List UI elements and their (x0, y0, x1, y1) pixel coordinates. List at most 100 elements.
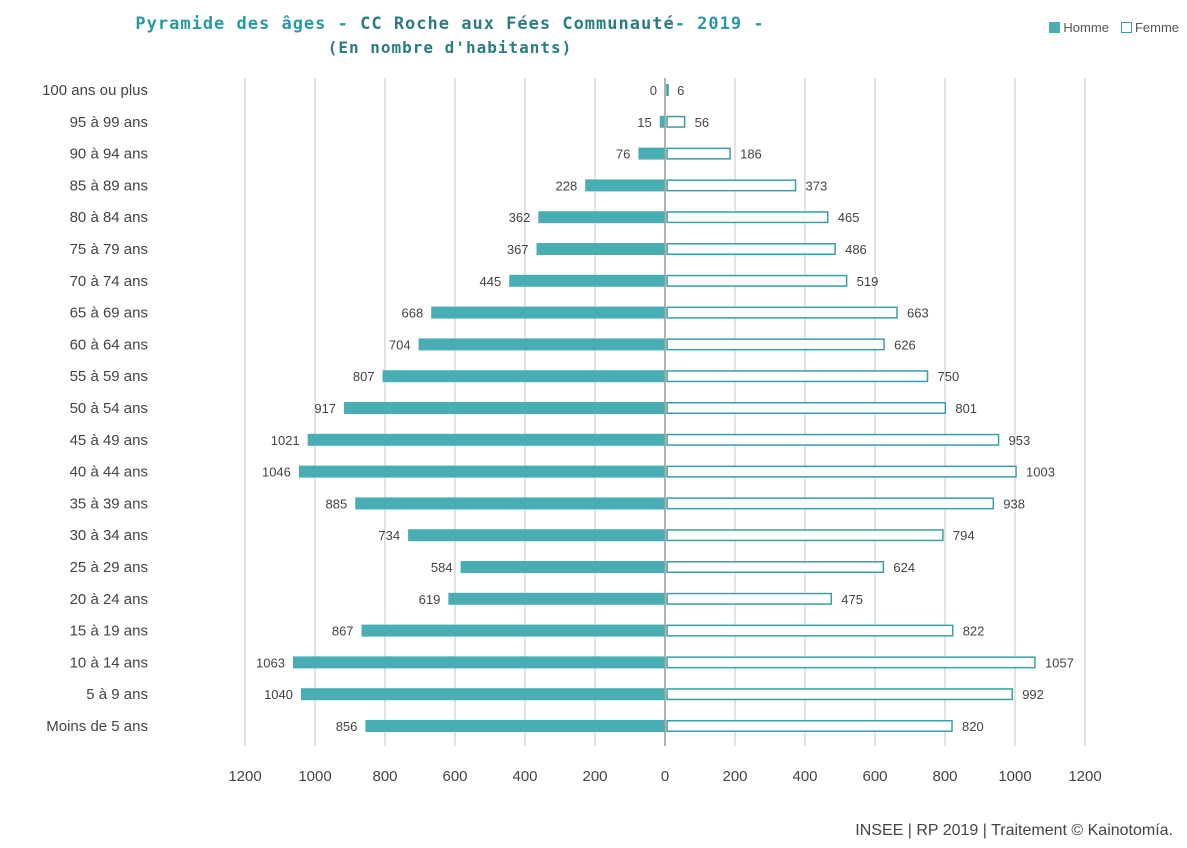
category-label: 85 à 89 ans (70, 177, 148, 194)
x-tick-label: 400 (512, 768, 537, 785)
data-label-femme: 1057 (1045, 655, 1074, 670)
bar-femme (666, 274, 848, 287)
bar-homme (382, 370, 665, 383)
bar-femme (666, 84, 669, 96)
data-label-homme: 704 (389, 337, 411, 352)
bar-homme (538, 211, 665, 224)
chart-title-block: Pyramide des âges - CC Roche aux Fées Co… (10, 14, 890, 57)
bar-femme (666, 433, 1000, 446)
legend-item-femme: Femme (1120, 20, 1179, 35)
chart-legend: Homme Femme (1049, 20, 1179, 35)
data-label-homme: 15 (637, 115, 651, 130)
category-label: 25 à 29 ans (70, 559, 148, 576)
bar-femme (666, 465, 1017, 478)
bar-homme (301, 688, 665, 701)
category-label: Moins de 5 ans (46, 718, 148, 735)
legend-label-femme: Femme (1134, 20, 1179, 35)
source-note: INSEE | RP 2019 | Traitement © Kainotomí… (855, 822, 1173, 839)
category-label: 75 à 79 ans (70, 241, 148, 258)
bar-homme (361, 624, 665, 637)
bar-femme (666, 656, 1036, 669)
data-label-homme: 856 (336, 719, 358, 734)
x-tick-label: 1200 (1068, 768, 1101, 785)
data-label-homme: 867 (332, 624, 354, 639)
data-label-homme: 0 (650, 83, 657, 98)
category-label: 90 à 94 ans (70, 146, 148, 163)
category-label: 95 à 99 ans (70, 114, 148, 131)
data-label-femme: 1003 (1026, 465, 1055, 480)
data-label-homme: 1040 (264, 687, 293, 702)
data-label-homme: 228 (555, 178, 577, 193)
x-tick-label: 1200 (228, 768, 261, 785)
category-label: 20 à 24 ans (70, 591, 148, 608)
bar-femme (666, 179, 797, 192)
x-tick-label: 200 (582, 768, 607, 785)
data-label-femme: 822 (963, 624, 985, 639)
bar-homme (585, 179, 665, 192)
legend-swatch-femme (1120, 22, 1132, 33)
x-tick-label: 1000 (298, 768, 331, 785)
bar-homme (418, 338, 665, 351)
bar-femme (666, 402, 947, 414)
bar-femme (666, 720, 953, 732)
x-tick-label: 0 (661, 768, 669, 785)
data-label-femme: 750 (938, 369, 960, 384)
bar-femme (666, 561, 885, 573)
bar-femme (666, 370, 929, 383)
title-suffix: - 2019 - (674, 14, 765, 34)
bar-femme (666, 624, 954, 637)
data-label-homme: 668 (401, 306, 423, 321)
data-label-femme: 519 (857, 274, 879, 289)
data-label-femme: 820 (962, 719, 984, 734)
category-label: 45 à 49 ans (70, 432, 148, 449)
category-label: 100 ans ou plus (42, 82, 148, 99)
data-label-femme: 663 (907, 306, 929, 321)
category-label: 15 à 19 ans (70, 623, 148, 640)
bar-homme (638, 147, 665, 160)
data-label-homme: 1021 (271, 433, 300, 448)
x-tick-label: 600 (862, 768, 887, 785)
data-label-homme: 367 (507, 242, 529, 257)
data-label-femme: 373 (806, 178, 828, 193)
bar-homme (307, 433, 665, 446)
data-label-homme: 619 (419, 592, 441, 607)
bar-homme (460, 561, 665, 573)
data-label-homme: 734 (378, 528, 400, 543)
data-label-femme: 186 (740, 147, 762, 162)
category-label: 30 à 34 ans (70, 527, 148, 544)
x-tick-label: 400 (792, 768, 817, 785)
legend-label-homme: Homme (1063, 20, 1109, 35)
bar-femme (666, 497, 995, 510)
data-label-femme: 801 (955, 401, 977, 416)
category-label: 40 à 44 ans (70, 464, 148, 481)
x-tick-label: 1000 (998, 768, 1031, 785)
title-prefix: Pyramide des âges - (135, 14, 361, 34)
category-label: 50 à 54 ans (70, 400, 148, 417)
data-label-homme: 362 (509, 210, 531, 225)
bar-homme (509, 274, 665, 287)
bar-femme (666, 592, 832, 605)
bar-homme (365, 720, 665, 732)
bar-homme (659, 115, 665, 128)
bar-homme (298, 465, 665, 478)
bar-homme (355, 497, 665, 510)
data-label-femme: 56 (695, 115, 709, 130)
data-label-femme: 953 (1009, 433, 1031, 448)
data-label-femme: 6 (677, 83, 684, 98)
legend-swatch-homme (1049, 22, 1061, 33)
bar-homme (344, 402, 665, 414)
data-label-homme: 917 (314, 401, 336, 416)
x-tick-label: 800 (372, 768, 397, 785)
title-territory: CC Roche aux Fées Communauté (360, 14, 675, 34)
bar-homme (292, 656, 665, 669)
category-label: 55 à 59 ans (70, 368, 148, 385)
bar-femme (666, 306, 898, 319)
category-label: 35 à 39 ans (70, 495, 148, 512)
data-label-femme: 626 (894, 337, 916, 352)
data-label-homme: 584 (431, 560, 453, 575)
category-label: 65 à 69 ans (70, 305, 148, 322)
bar-femme (666, 243, 836, 255)
data-label-homme: 885 (326, 496, 348, 511)
bar-femme (666, 115, 686, 128)
